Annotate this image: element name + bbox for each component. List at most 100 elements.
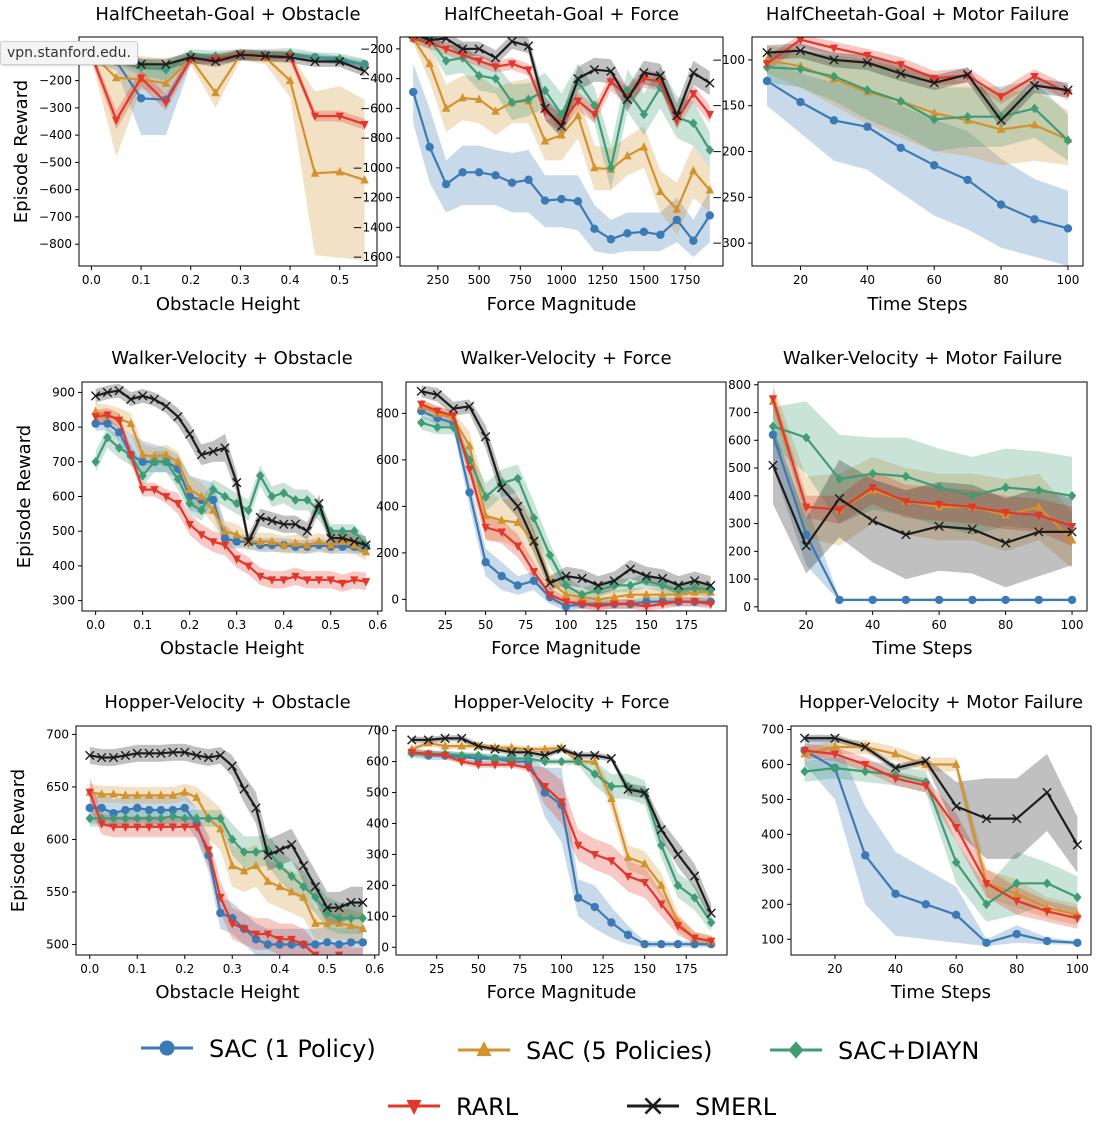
data-point-rarl: [801, 503, 811, 512]
x-tick-label: 20: [827, 962, 842, 976]
data-point-sac-diayn: [291, 495, 300, 505]
y-tick-label: 200: [376, 546, 399, 560]
data-point-smerl: [996, 115, 1006, 126]
data-point-sac-1-policy: [623, 229, 632, 238]
data-point-smerl: [795, 46, 806, 56]
x-tick-label: 1750: [670, 273, 701, 287]
data-point-smerl: [540, 103, 550, 114]
data-point-smerl: [126, 394, 136, 405]
data-point-smerl: [490, 744, 500, 754]
data-point-sac-5-policies: [323, 918, 332, 927]
x-axis-label: Obstacle Height: [160, 638, 304, 659]
data-point-rarl: [168, 823, 178, 832]
data-point-rarl: [279, 576, 288, 585]
data-point-rarl: [192, 823, 201, 832]
data-point-rarl: [424, 750, 433, 759]
data-point-sac-diayn: [507, 753, 516, 764]
data-point-rarl: [112, 116, 121, 126]
data-point-sac-1-policy: [114, 428, 124, 437]
data-point-sac-5-policies: [561, 589, 571, 599]
x-tick-label: 175: [675, 618, 698, 632]
data-point-sac-diayn: [768, 421, 778, 432]
data-point-sac-5-policies: [211, 87, 220, 97]
data-point-sac-1-policy: [334, 940, 344, 949]
confidence-band-sac-5-policies: [95, 402, 366, 561]
data-point-sac-5-policies: [303, 540, 312, 549]
chart-panel-walker-velocity-motor-failure: Walker-Velocity + Motor Failure Time Step…: [728, 348, 1088, 659]
data-point-sac-5-policies: [133, 790, 142, 799]
confidence-band-sac-diayn: [95, 427, 366, 552]
data-point-sac-diayn: [996, 111, 1006, 122]
data-point-sac-diayn: [951, 857, 961, 868]
data-point-sac-5-policies: [607, 793, 616, 803]
data-point-sac-diayn: [657, 840, 666, 850]
data-point-rarl: [951, 823, 961, 833]
data-point-sac-1-policy: [144, 805, 154, 815]
data-point-sac-1-policy: [705, 211, 715, 220]
legend-marker-group: [788, 1041, 804, 1059]
data-point-sac-1-policy: [829, 116, 839, 125]
data-point-smerl: [334, 903, 344, 913]
data-point-rarl: [705, 110, 715, 120]
data-point-sac-5-policies: [540, 136, 550, 145]
data-point-smerl: [255, 512, 265, 523]
x-tick-label: 20: [799, 618, 814, 632]
data-point-rarl: [326, 576, 335, 585]
data-point-sac-5-policies: [232, 529, 241, 539]
data-point-smerl: [962, 69, 973, 80]
data-point-rarl: [658, 600, 667, 610]
data-point-sac-1-policy: [801, 530, 811, 539]
data-point-smerl: [655, 70, 666, 81]
data-point-sac-1-policy: [1030, 215, 1039, 224]
data-point-smerl: [161, 401, 171, 411]
data-point-sac-1-policy: [590, 902, 599, 912]
x-tick-label: 50: [471, 962, 486, 976]
chart-panel-walker-velocity-force: Walker-Velocity + Force Force Magnitude 25…: [376, 348, 727, 659]
data-point-sac-diayn: [299, 881, 308, 892]
x-tick-label: 0.3: [227, 618, 246, 632]
data-point-rarl: [690, 934, 699, 943]
data-point-sac-1-policy: [109, 808, 118, 818]
data-point-smerl: [239, 784, 249, 794]
data-point-rarl: [440, 751, 450, 761]
data-point-rarl: [626, 600, 635, 610]
data-point-sac-1-policy: [673, 939, 683, 949]
data-point-smerl: [263, 850, 273, 860]
data-point-smerl: [232, 477, 242, 488]
data-point-rarl: [138, 486, 147, 495]
data-point-smerl: [210, 56, 221, 67]
data-point-sac-diayn: [417, 417, 426, 428]
data-point-sac-1-policy: [220, 533, 230, 543]
y-tick-label: 0: [391, 592, 399, 606]
data-point-smerl: [173, 412, 183, 422]
data-point-sac-5-policies: [360, 175, 369, 184]
data-point-sac-diayn: [109, 813, 118, 824]
data-point-smerl: [191, 750, 202, 761]
data-point-smerl: [448, 404, 459, 414]
data-point-sac-5-policies: [657, 880, 666, 889]
data-point-sac-5-policies: [168, 790, 178, 799]
data-point-rarl: [590, 110, 599, 120]
data-point-rarl: [291, 572, 300, 582]
chart-title: HalfCheetah-Goal + Obstacle: [95, 4, 360, 25]
data-point-smerl: [161, 59, 171, 69]
data-point-sac-diayn: [267, 491, 277, 502]
data-point-sac-5-policies: [275, 881, 284, 891]
data-point-smerl: [639, 787, 650, 798]
data-point-smerl: [705, 78, 715, 88]
plot-area: [407, 733, 716, 949]
data-point-sac-1-policy: [103, 419, 112, 428]
x-tick-label: 60: [949, 962, 964, 976]
data-point-smerl: [890, 763, 901, 773]
plot-area: [90, 383, 371, 592]
x-axis-label: Time Steps: [871, 638, 972, 659]
data-point-sac-5-policies: [121, 790, 130, 799]
data-point-rarl: [347, 957, 355, 965]
chart-panel-hopper-velocity-motor-failure: Hopper-Velocity + Motor Failure Time Step…: [761, 692, 1092, 1003]
data-point-rarl: [800, 747, 809, 756]
data-point-sac-1-policy: [623, 930, 633, 940]
data-point-smerl: [267, 516, 277, 526]
data-point-rarl: [557, 798, 566, 807]
data-point-sac-diayn: [303, 495, 312, 505]
data-point-rarl: [507, 60, 517, 69]
